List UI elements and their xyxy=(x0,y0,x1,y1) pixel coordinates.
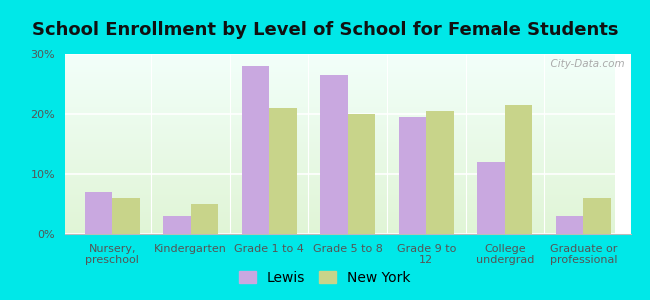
Bar xyxy=(477,162,505,234)
Text: School Enrollment by Level of School for Female Students: School Enrollment by Level of School for… xyxy=(32,21,618,39)
Bar xyxy=(348,114,375,234)
Bar xyxy=(163,216,190,234)
Bar xyxy=(190,204,218,234)
Legend: Lewis, New York: Lewis, New York xyxy=(234,265,416,290)
Text: City-Data.com: City-Data.com xyxy=(544,59,625,69)
Bar xyxy=(399,117,426,234)
Bar xyxy=(584,198,611,234)
Bar xyxy=(320,75,348,234)
Bar xyxy=(556,216,584,234)
Bar xyxy=(269,108,296,234)
Bar xyxy=(242,66,269,234)
Bar xyxy=(84,192,112,234)
Bar xyxy=(112,198,140,234)
Bar xyxy=(426,111,454,234)
Bar xyxy=(505,105,532,234)
